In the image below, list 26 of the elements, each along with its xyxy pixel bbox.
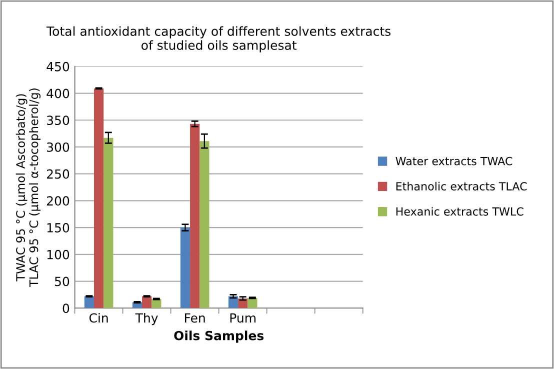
bar [84, 296, 94, 308]
y-tick-label: 300 [47, 142, 70, 152]
bar [200, 141, 210, 308]
chart-title: Total antioxidant capacity of different solvents extracts of studied oils samplesat [46, 26, 390, 52]
bar [104, 138, 114, 308]
bar [190, 124, 200, 308]
y-tick-label: 450 [46, 62, 70, 72]
y-tick-label: 200 [46, 196, 70, 206]
y-tick-label: 400 [46, 88, 70, 98]
y-axis-title: TWAC 95 °C (µmol Ascorbato/g) TLAC 95 °C (µmol α-tocopherol/g) [16, 88, 41, 288]
x-tick-label: Fen [184, 313, 205, 323]
legend-label: Water extracts TWAC [396, 156, 512, 166]
legend-label: Ethanolic extracts TLAC [396, 182, 527, 190]
bar [94, 88, 104, 308]
x-tick-label: Thy [135, 312, 158, 326]
y-tick-label: 100 [47, 250, 70, 260]
y-tick-label: 50 [54, 276, 70, 286]
x-axis-title: Oils Samples [174, 330, 264, 343]
y-tick-label: 150 [47, 223, 70, 232]
x-tick-label: Cin [89, 312, 108, 323]
bar [180, 228, 190, 308]
y-tick-label: 250 [46, 169, 70, 179]
x-tick-label: Pum [230, 313, 256, 323]
legend-label: Hexanic extracts TWLC [396, 207, 524, 216]
y-tick-label: 350 [47, 116, 70, 126]
y-tick-label: 0 [62, 304, 70, 314]
